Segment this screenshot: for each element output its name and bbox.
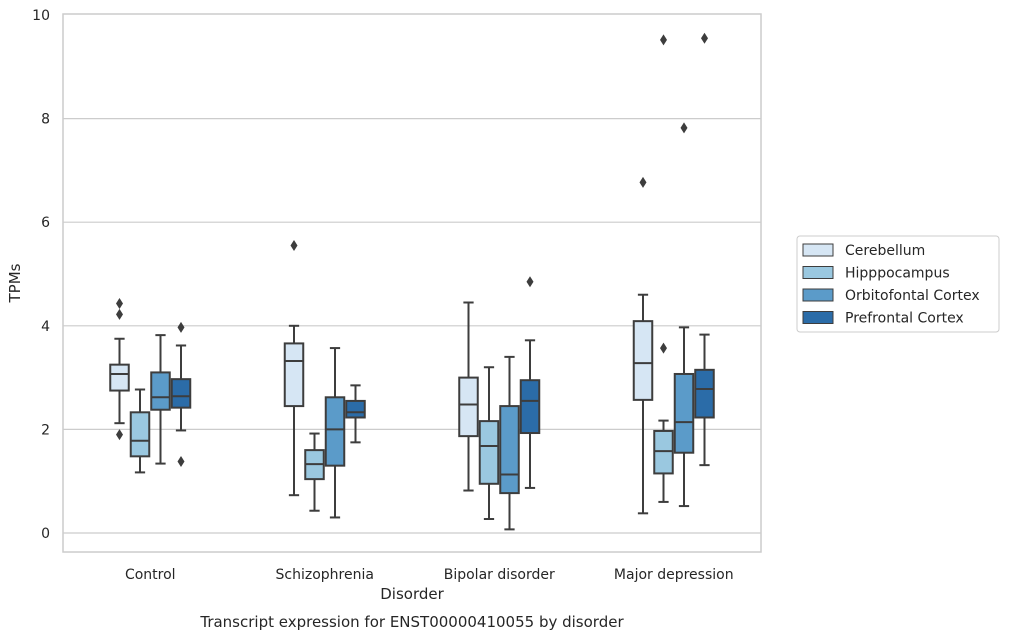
outlier-marker: [660, 342, 667, 354]
outlier-marker: [116, 298, 123, 310]
box-iqr: [109, 363, 130, 392]
box-iqr: [283, 342, 305, 408]
box-group: [150, 334, 171, 465]
legend-swatch: [802, 243, 834, 257]
plot-area-frame: [62, 13, 762, 553]
legend-swatch: [802, 266, 834, 279]
box-iqr: [519, 379, 541, 435]
x-axis-ticks: Control Schizophrenia Bipolar disorder Majo…: [125, 567, 734, 583]
box-group: [499, 355, 520, 531]
outlier-marker: [177, 456, 185, 468]
box-iqr: [478, 420, 500, 485]
box-iqr: [673, 372, 695, 454]
x-tick-label: Major depression: [614, 567, 734, 583]
y-axis-label: TPMs: [6, 263, 24, 303]
box-group: [170, 321, 192, 468]
box-group: [653, 34, 674, 503]
outlier-marker: [660, 34, 667, 46]
x-tick-label: Schizophrenia: [276, 567, 374, 583]
y-tick-label: 8: [41, 112, 50, 128]
legend-frame: [796, 235, 1000, 333]
y-tick-label: 4: [41, 319, 50, 335]
outlier-marker: [116, 308, 123, 320]
box-iqr: [324, 396, 346, 467]
outlier-marker: [639, 176, 647, 188]
box-group: [129, 388, 151, 474]
outlier-marker: [526, 276, 534, 288]
x-tick-label: Bipolar disorder: [444, 567, 555, 583]
legend-label: Cerebellum: [845, 243, 925, 259]
x-tick-label: Control: [125, 567, 176, 583]
outlier-marker: [701, 32, 708, 44]
x-axis-label: Disorder: [380, 585, 444, 603]
box-group: [519, 276, 541, 489]
legend-swatch: [802, 288, 834, 302]
outlier-marker: [680, 122, 688, 134]
box-iqr: [632, 320, 654, 401]
box-group: [673, 122, 695, 508]
box-group: [694, 32, 715, 467]
box-iqr: [458, 376, 479, 438]
y-axis-ticks: 0 2 4 6 8 10: [32, 8, 50, 542]
y-tick-label: 2: [41, 422, 50, 438]
box-group: [109, 298, 130, 441]
outlier-marker: [116, 429, 123, 441]
y-tick-label: 0: [41, 526, 50, 542]
legend-label: Hipppocampus: [845, 266, 950, 282]
y-tick-label: 10: [32, 8, 50, 24]
box-group: [304, 432, 325, 512]
figure-caption: Transcript expression for ENST0000041005…: [199, 613, 624, 631]
box-iqr: [694, 368, 715, 419]
legend-swatch: [802, 311, 834, 324]
box-group: [632, 176, 654, 515]
outlier-marker: [177, 321, 185, 333]
legend-label: Orbitofontal Cortex: [845, 288, 980, 304]
box-iqr: [653, 429, 674, 475]
box-group: [345, 384, 366, 444]
box-iqr: [170, 378, 192, 409]
box-iqr: [499, 405, 520, 495]
outlier-marker: [290, 240, 298, 252]
box-iqr: [345, 399, 366, 419]
box-group: [324, 347, 346, 519]
box-group: [458, 301, 479, 492]
legend: Cerebellum Hipppocampus Orbitofontal Corte…: [796, 235, 1000, 333]
legend-label: Prefrontal Cortex: [845, 311, 964, 327]
y-tick-label: 6: [41, 215, 50, 231]
box-iqr: [150, 371, 171, 411]
box-iqr: [129, 411, 151, 458]
boxes: [109, 32, 715, 531]
box-group: [283, 240, 305, 497]
box-group: [478, 366, 500, 521]
